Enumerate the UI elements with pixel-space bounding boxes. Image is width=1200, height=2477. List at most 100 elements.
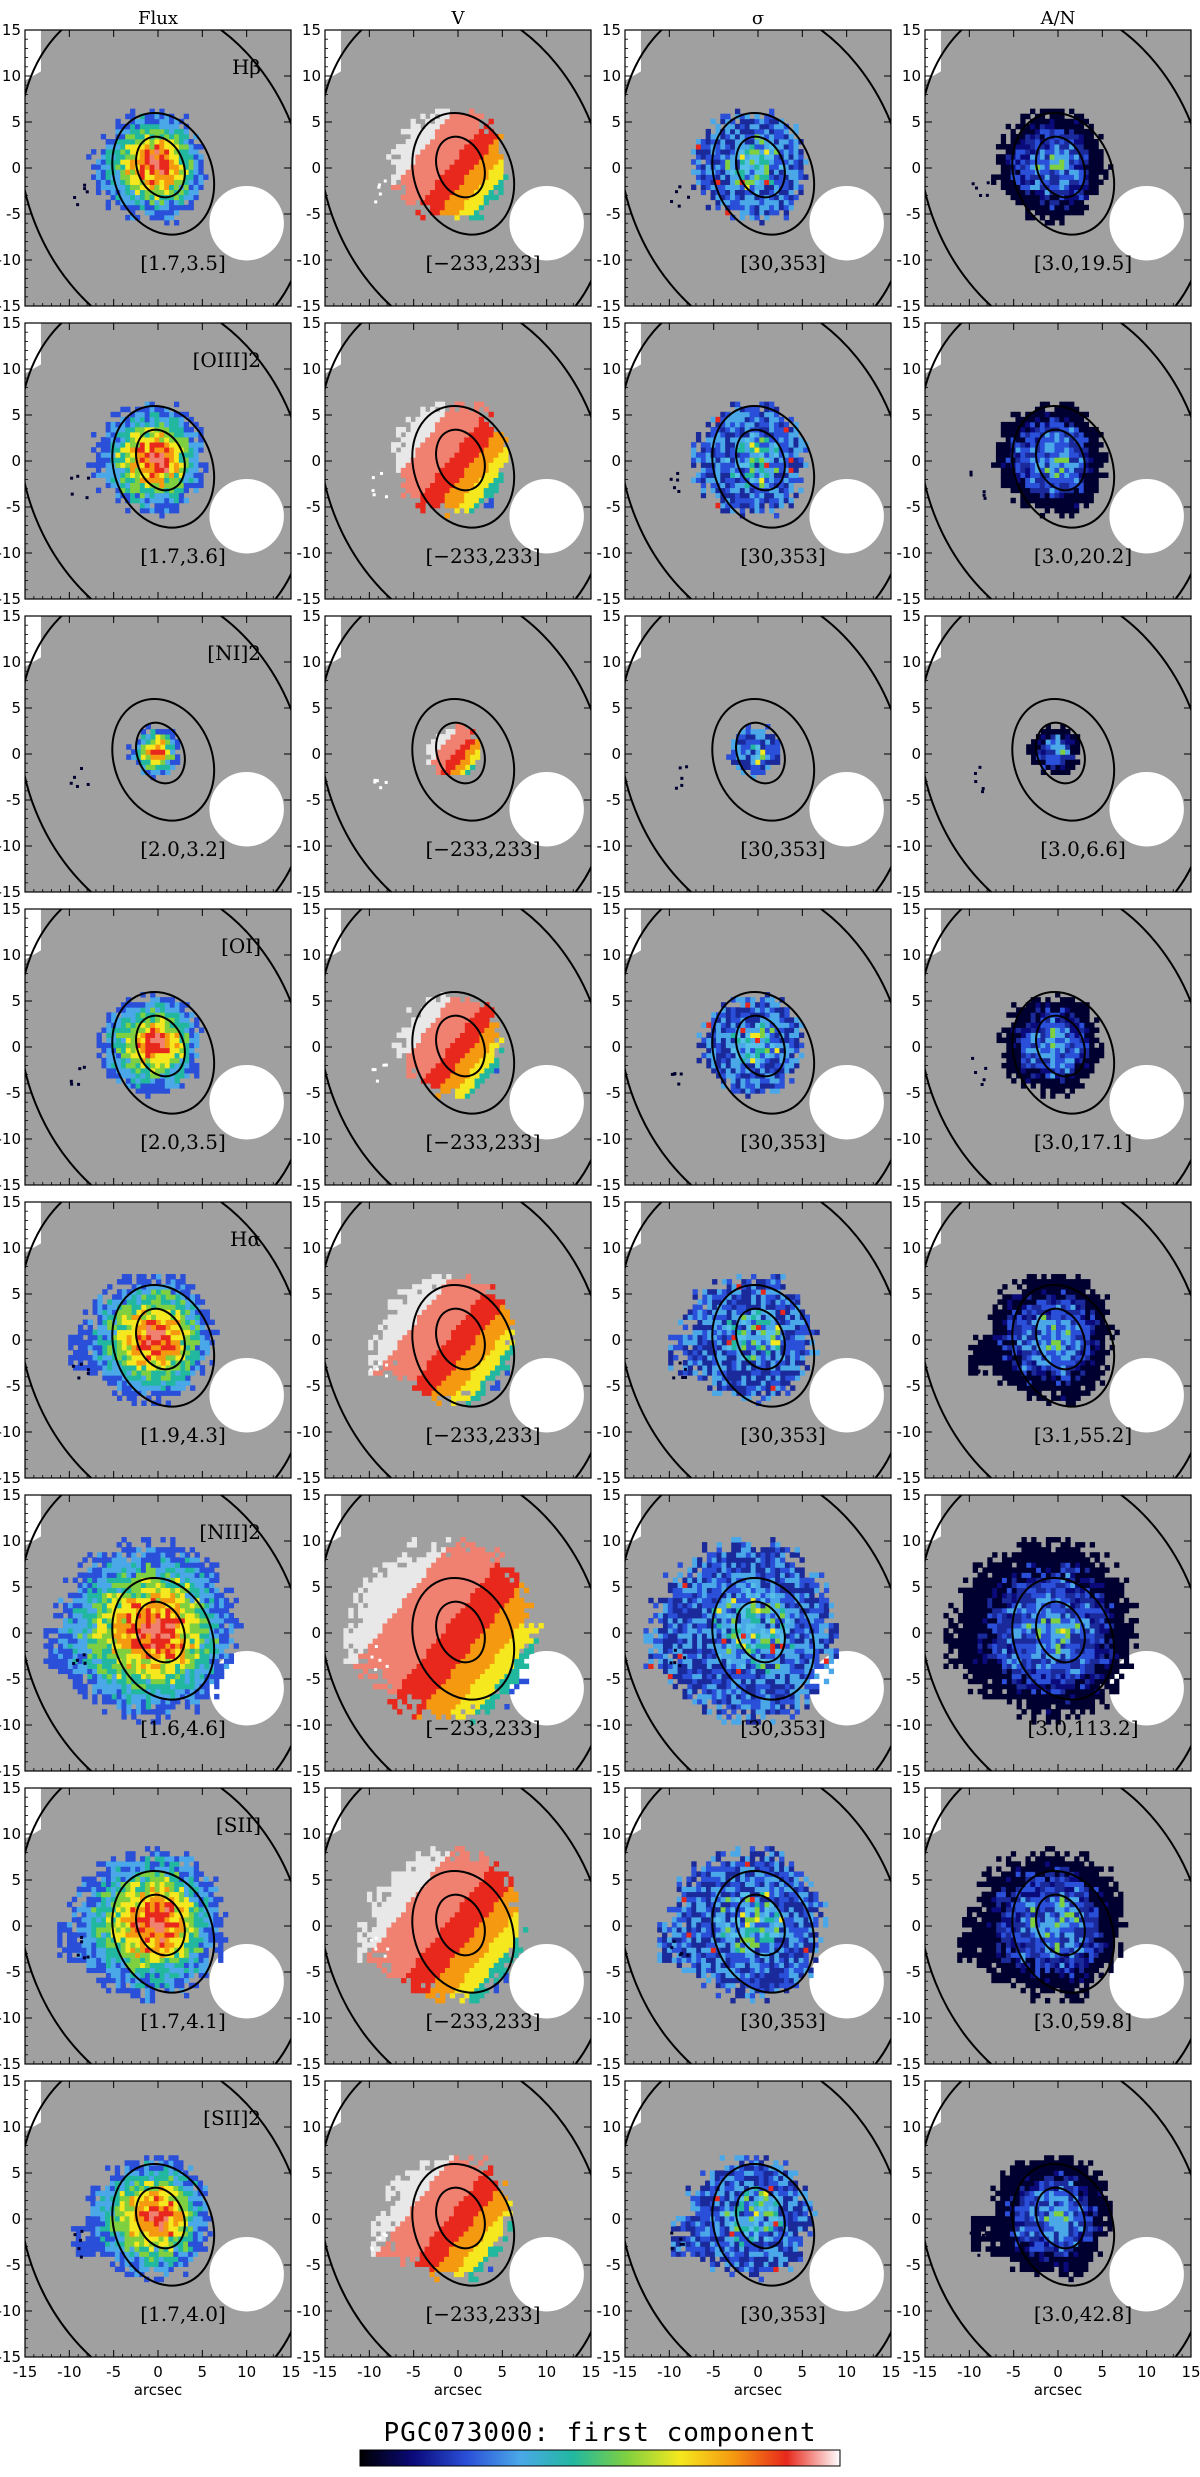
y-tick-label: 0: [911, 1917, 921, 1935]
y-tick-label: -15: [297, 1469, 322, 1487]
x-tick-label: 0: [453, 2363, 463, 2381]
y-tick-label: 0: [11, 1917, 21, 1935]
y-tick-label: 5: [911, 1285, 921, 1303]
y-tick-label: 5: [11, 992, 21, 1010]
y-tick-label: 15: [2, 1779, 21, 1797]
contour-0: [1035, 1307, 1086, 1371]
y-tick-label: 15: [902, 21, 921, 39]
y-tick-label: -10: [0, 2302, 21, 2320]
masked-edge: [25, 909, 41, 960]
y-tick-label: 0: [11, 452, 21, 470]
y-tick-label: 15: [302, 607, 321, 625]
contour-0: [135, 1600, 186, 1664]
y-tick-label: 10: [2, 653, 21, 671]
contour-1: [1011, 112, 1116, 236]
y-tick-label: 5: [611, 699, 621, 717]
y-tick-label: 5: [911, 2164, 921, 2182]
masked-star: [1109, 771, 1184, 847]
y-tick-label: 10: [602, 946, 621, 964]
y-tick-label: 10: [902, 67, 921, 85]
y-tick-label: 0: [911, 745, 921, 763]
contour-1: [1011, 698, 1116, 822]
y-tick-label: 15: [2, 607, 21, 625]
y-tick-label: -5: [6, 498, 21, 516]
y-tick-label: 0: [611, 1038, 621, 1056]
y-tick-label: 5: [11, 699, 21, 717]
figure-title: PGC073000: first component: [383, 2418, 817, 2448]
y-tick-label: -10: [897, 1716, 922, 1734]
y-tick-label: -10: [297, 2302, 322, 2320]
y-tick-label: -15: [0, 2348, 21, 2366]
masked-edge: [625, 1788, 641, 1839]
y-tick-label: 10: [302, 1532, 321, 1550]
contour-1: [711, 698, 816, 822]
x-tick-label: 5: [798, 2363, 808, 2381]
contour-1: [411, 112, 516, 236]
masked-edge: [25, 1202, 41, 1253]
y-tick-label: -15: [297, 297, 322, 315]
masked-star: [1109, 1650, 1184, 1726]
masked-edge: [25, 2081, 41, 2132]
contour-1: [711, 405, 816, 529]
range-label: [1.9,4.3]: [140, 1423, 226, 1447]
contour-0: [135, 135, 186, 199]
y-tick-label: 0: [911, 159, 921, 177]
y-tick-label: 15: [602, 1193, 621, 1211]
y-tick-label: -10: [597, 251, 622, 269]
contour-1: [111, 698, 216, 822]
masked-star: [1109, 1064, 1184, 1140]
panel-r3-c2: -15 -10 -5 0 5 10 15 [30,353]: [597, 900, 892, 1194]
y-tick-label: -5: [606, 205, 621, 223]
y-tick-label: 5: [611, 1285, 621, 1303]
contour-1: [711, 1577, 816, 1701]
y-tick-label: 10: [302, 946, 321, 964]
contour-0: [435, 1014, 486, 1078]
emission-map: [57, 1846, 229, 2004]
contour-1: [111, 112, 216, 236]
panel-r2-c2: -15 -10 -5 0 5 10 15 [30,353]: [597, 607, 892, 901]
colorbar: [359, 2449, 841, 2467]
y-tick-label: 15: [302, 21, 321, 39]
contour-0: [1035, 1893, 1086, 1957]
panel-r5-c2: -15 -10 -5 0 5 10 15 [30,353]: [597, 1486, 892, 1780]
contour-0: [735, 1893, 786, 1957]
y-tick-label: -10: [597, 1130, 622, 1148]
y-tick-label: 5: [311, 1871, 321, 1889]
contour-0: [135, 1014, 186, 1078]
masked-edge: [325, 323, 341, 374]
range-label: [30,353]: [740, 837, 826, 861]
panel-r3-c3: -15 -10 -5 0 5 10 15 [3.0,17.1]: [897, 900, 1192, 1194]
y-tick-label: -5: [906, 1963, 921, 1981]
panel-r6-c3: -15 -10 -5 0 5 10 15 [3.0,59.8]: [897, 1779, 1192, 2073]
y-tick-label: 0: [11, 1038, 21, 1056]
range-label: [−233,233]: [425, 1423, 540, 1447]
masked-edge: [325, 1788, 341, 1839]
contour-1: [411, 991, 516, 1115]
y-tick-label: 15: [2, 21, 21, 39]
contour-0: [1035, 1014, 1086, 1078]
y-tick-label: 15: [902, 2072, 921, 2090]
y-tick-label: 5: [11, 406, 21, 424]
contour-1: [711, 1284, 816, 1408]
column-header-3: A/N: [1040, 8, 1076, 29]
contour-1: [111, 1870, 216, 1994]
panel-r3-c1: -15 -10 -5 0 5 10 15 [−233,233]: [297, 900, 592, 1194]
contour-0: [1035, 135, 1086, 199]
y-tick-label: -10: [297, 544, 322, 562]
y-tick-label: -15: [297, 2348, 322, 2366]
range-label: [3.0,19.5]: [1034, 251, 1132, 275]
x-tick-label: -10: [657, 2363, 682, 2381]
y-tick-label: -10: [597, 2302, 622, 2320]
y-tick-label: -5: [906, 1670, 921, 1688]
masked-edge: [325, 1495, 341, 1546]
masked-star: [209, 771, 284, 847]
range-label: [2.0,3.5]: [140, 1130, 226, 1154]
column-header-1: V: [451, 8, 466, 29]
y-tick-label: 0: [611, 2210, 621, 2228]
y-tick-label: 15: [302, 1193, 321, 1211]
y-tick-label: -10: [597, 1423, 622, 1441]
y-tick-label: 5: [311, 2164, 321, 2182]
y-tick-label: -15: [597, 297, 622, 315]
contour-1: [411, 1870, 516, 1994]
